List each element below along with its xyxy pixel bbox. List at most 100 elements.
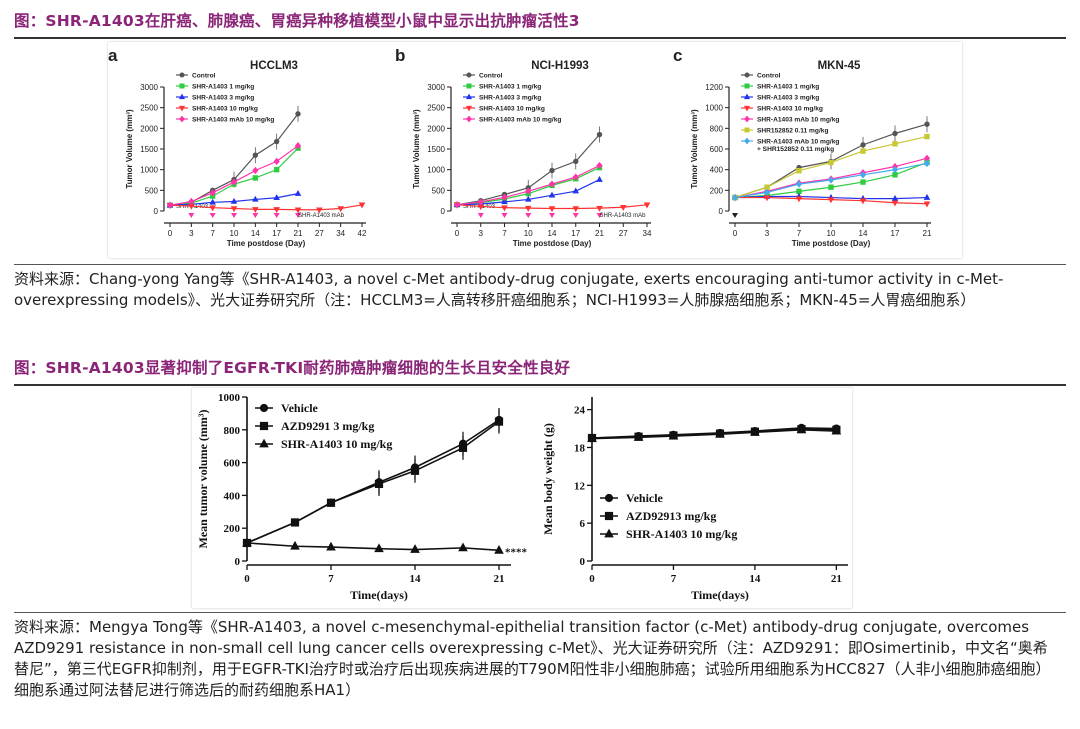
data-point <box>252 195 259 202</box>
dose-arrow-pink <box>572 213 579 218</box>
legend-label: Vehicle <box>626 491 664 505</box>
data-point <box>548 180 556 188</box>
legend-label: SHR-A1403 10 mg/kg <box>757 106 823 113</box>
legend-label: SHR-A1403 1 mg/kg <box>479 84 541 91</box>
data-point <box>891 194 899 201</box>
figure1-top-rule <box>14 37 1066 39</box>
data-point <box>188 197 195 206</box>
legend-label: Control <box>757 73 781 80</box>
figure1-panel-box: a HCCLM3 0 500 1000 1500 2000 2500 3000 0 3 7 10 14 17… <box>108 42 962 258</box>
figure2-panel-box: 0 200 400 600 800 1000 0 7 14 21 Time(days) Mean tu… <box>192 388 852 608</box>
panel-letter: a <box>108 46 118 65</box>
dose-arrow-pink <box>188 213 195 218</box>
y-tick-label: 18 <box>574 442 586 454</box>
y-tick-label: 1000 <box>140 166 158 175</box>
dose-arrow-pink <box>596 213 603 218</box>
data-point <box>831 425 842 435</box>
data-point <box>573 158 579 165</box>
data-point <box>166 201 174 209</box>
data-point <box>796 168 802 174</box>
data-point <box>230 206 238 213</box>
figure1-heading: 图：SHR-A1403在肝癌、肺腺癌、胃癌异种移植模型小鼠中显示出抗肿瘤活性3 <box>14 12 580 30</box>
x-axis-label: Time(days) <box>691 588 749 602</box>
data-point <box>860 142 866 148</box>
data-point <box>273 207 280 214</box>
y-tick-label: 500 <box>432 186 446 195</box>
x-tick-label: 3 <box>189 229 194 238</box>
data-point <box>230 178 238 186</box>
data-point <box>795 180 803 188</box>
series-shr-a1403-10-mg-kg <box>587 424 842 443</box>
x-tick-label: 7 <box>502 229 507 238</box>
data-point <box>596 131 603 138</box>
data-point <box>892 130 898 137</box>
legend-marker <box>178 93 186 100</box>
data-point <box>410 466 420 475</box>
data-point <box>619 205 627 211</box>
y-tick-label: 800 <box>224 425 241 437</box>
x-tick-label: 0 <box>733 229 738 238</box>
x-tick-label: 10 <box>827 229 836 238</box>
dose-arrow-pink <box>252 213 259 218</box>
figure2-source: 资料来源：Mengya Tong等《SHR-A1403, a novel c-m… <box>14 618 1051 699</box>
dose-arrow-pink <box>501 213 508 218</box>
data-point <box>548 191 556 198</box>
dose-arrow-pink <box>231 213 237 218</box>
data-point <box>549 167 555 174</box>
series-shr-a1403-10-mg-kg <box>166 202 366 214</box>
x-tick-label: 10 <box>230 229 239 238</box>
x-tick-label: 3 <box>765 229 770 238</box>
y-tick-label: 1000 <box>705 104 723 113</box>
legend-label: SHR-A1403 3 mg/kg <box>192 95 254 102</box>
x-tick-label: 0 <box>589 573 595 585</box>
legend-marker <box>744 137 750 145</box>
legend-marker <box>465 93 473 100</box>
data-point <box>587 433 597 443</box>
figure1-source: 资料来源：Chang-yong Yang等《SHR-A1403, a novel… <box>14 270 1004 309</box>
data-point <box>294 189 302 196</box>
y-tick-label: 2000 <box>140 124 158 133</box>
x-tick-label: 7 <box>671 573 677 585</box>
data-point <box>209 198 216 205</box>
x-tick-label: 17 <box>891 229 900 238</box>
y-tick-label: 1200 <box>705 83 723 92</box>
x-axis-label: Time(days) <box>350 588 408 602</box>
data-point <box>763 188 771 197</box>
y-tick-label: 200 <box>710 186 724 195</box>
legend-label: + SHR152852 0.11 mg/kg <box>757 146 834 153</box>
series-shr-a1403-mab-10-mg-kg <box>166 142 302 209</box>
x-tick-label: 7 <box>328 573 334 585</box>
data-point <box>572 173 579 181</box>
legend-label: SHR-A1403 mAb 10 mg/kg <box>192 117 274 124</box>
data-point <box>453 201 461 209</box>
series-line <box>169 204 363 211</box>
data-point <box>501 205 508 212</box>
data-point <box>731 193 739 202</box>
legend-marker <box>466 83 472 89</box>
legend-label: Control <box>192 73 216 80</box>
dose-arrow-pink <box>549 213 555 218</box>
legend-marker <box>744 83 750 89</box>
legend-marker <box>743 93 751 100</box>
significance-label: **** <box>505 546 528 558</box>
data-point <box>548 206 556 213</box>
data-point <box>860 148 866 154</box>
data-point <box>242 537 252 547</box>
x-tick-label: 21 <box>294 229 303 238</box>
legend-marker <box>466 72 472 78</box>
y-tick-label: 3000 <box>140 83 158 92</box>
data-point <box>273 194 280 201</box>
legend-marker <box>179 83 185 89</box>
y-tick-label: 800 <box>710 124 724 133</box>
x-tick-label: 17 <box>272 229 281 238</box>
data-point <box>501 198 508 205</box>
data-point <box>374 479 384 489</box>
x-tick-label: 27 <box>619 229 628 238</box>
legend-label: SHR-A1403 1 mg/kg <box>192 84 254 91</box>
y-tick-label: 0 <box>441 207 446 216</box>
x-tick-label: 7 <box>210 229 215 238</box>
y-tick-label: 6 <box>580 518 586 530</box>
y-tick-label: 1000 <box>218 392 241 404</box>
data-point <box>827 176 835 184</box>
data-point <box>827 197 835 204</box>
